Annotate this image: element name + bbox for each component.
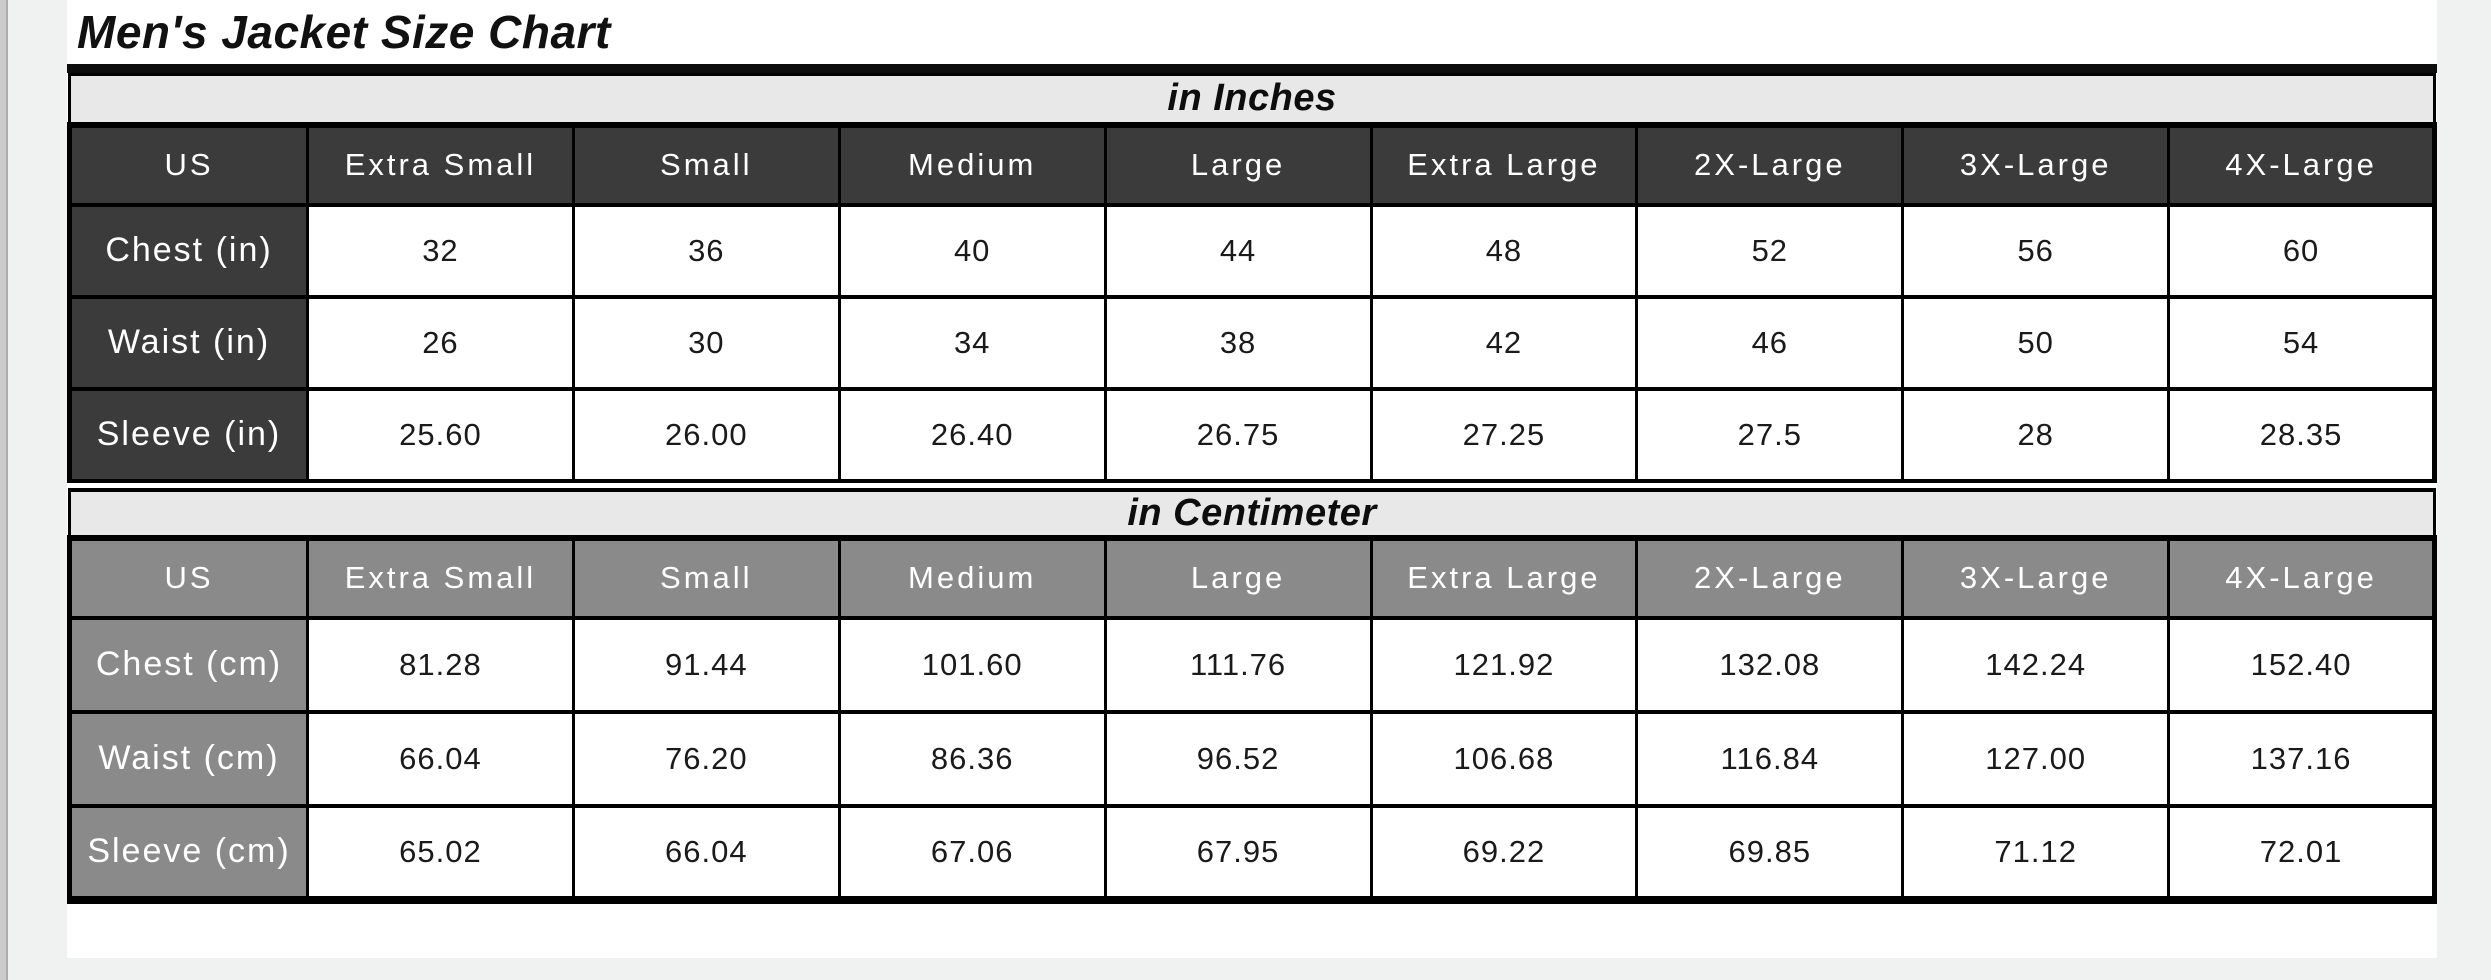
section-title-centimeter: in Centimeter [68, 487, 2436, 539]
header-cell-small: Small [571, 121, 841, 207]
header-cell-us: US [67, 534, 309, 620]
data-cell: 142.24 [1901, 615, 2171, 714]
table-row-chest-cm: Chest (cm) 81.28 91.44 101.60 111.76 121… [67, 615, 2437, 714]
data-cell: 67.95 [1103, 803, 1373, 904]
data-cell: 48 [1369, 202, 1639, 299]
centimeter-table: in Centimeter US Extra Small Small Mediu… [67, 487, 2437, 904]
data-cell: 67.06 [837, 803, 1107, 904]
header-cell-medium: Medium [837, 121, 1107, 207]
header-cell-2x-large: 2X-Large [1635, 534, 1905, 620]
header-cell-2x-large: 2X-Large [1635, 121, 1905, 207]
section-divider [67, 482, 2437, 488]
header-cell-large: Large [1103, 534, 1373, 620]
row-label: Waist (cm) [67, 709, 309, 808]
inches-header-row: US Extra Small Small Medium Large Extra … [67, 121, 2437, 207]
data-cell: 71.12 [1901, 803, 2171, 904]
row-label: Chest (cm) [67, 615, 309, 714]
data-cell: 44 [1103, 202, 1373, 299]
inches-table: in Inches US Extra Small Small Medium La… [67, 73, 2437, 483]
header-cell-extra-small: Extra Small [306, 121, 575, 207]
data-cell: 72.01 [2167, 803, 2437, 904]
row-label: Sleeve (cm) [67, 803, 309, 904]
data-cell: 27.5 [1635, 386, 1905, 483]
header-cell-3x-large: 3X-Large [1901, 534, 2171, 620]
data-cell: 26.40 [837, 386, 1107, 483]
header-cell-small: Small [571, 534, 841, 620]
data-cell: 27.25 [1369, 386, 1639, 483]
data-cell: 137.16 [2167, 709, 2437, 808]
data-cell: 116.84 [1635, 709, 1905, 808]
table-row-sleeve-cm: Sleeve (cm) 65.02 66.04 67.06 67.95 69.2… [67, 803, 2437, 904]
size-chart-sheet: Men's Jacket Size Chart in Inches US Ext… [67, 0, 2437, 958]
row-label: Chest (in) [67, 202, 309, 299]
data-cell: 91.44 [571, 615, 841, 714]
section-title-inches: in Inches [68, 73, 2436, 126]
table-row-sleeve-in: Sleeve (in) 25.60 26.00 26.40 26.75 27.2… [67, 386, 2437, 483]
cm-section-band: in Centimeter [68, 487, 2436, 539]
data-cell: 54 [2167, 294, 2437, 391]
data-cell: 106.68 [1369, 709, 1639, 808]
data-cell: 101.60 [837, 615, 1107, 714]
data-cell: 38 [1103, 294, 1373, 391]
table-row-waist-in: Waist (in) 26 30 34 38 42 46 50 54 [67, 294, 2437, 391]
data-cell: 40 [837, 202, 1107, 299]
data-cell: 66.04 [571, 803, 841, 904]
header-cell-medium: Medium [837, 534, 1107, 620]
data-cell: 132.08 [1635, 615, 1905, 714]
data-cell: 36 [571, 202, 841, 299]
data-cell: 69.22 [1369, 803, 1639, 904]
header-cell-3x-large: 3X-Large [1901, 121, 2171, 207]
cm-header-row: US Extra Small Small Medium Large Extra … [67, 534, 2437, 620]
data-cell: 86.36 [837, 709, 1107, 808]
data-cell: 26 [306, 294, 575, 391]
data-cell: 66.04 [306, 709, 575, 808]
header-cell-large: Large [1103, 121, 1373, 207]
header-cell-extra-small: Extra Small [306, 534, 575, 620]
data-cell: 69.85 [1635, 803, 1905, 904]
row-label: Sleeve (in) [67, 386, 309, 483]
data-cell: 28.35 [2167, 386, 2437, 483]
data-cell: 81.28 [306, 615, 575, 714]
data-cell: 32 [306, 202, 575, 299]
header-cell-us: US [67, 121, 309, 207]
header-cell-extra-large: Extra Large [1369, 121, 1639, 207]
inches-section-band: in Inches [68, 73, 2436, 126]
data-cell: 30 [571, 294, 841, 391]
data-cell: 26.75 [1103, 386, 1373, 483]
header-cell-extra-large: Extra Large [1369, 534, 1639, 620]
data-cell: 65.02 [306, 803, 575, 904]
data-cell: 121.92 [1369, 615, 1639, 714]
table-row-chest-in: Chest (in) 32 36 40 44 48 52 56 60 [67, 202, 2437, 299]
header-cell-4x-large: 4X-Large [2167, 121, 2437, 207]
table-row-waist-cm: Waist (cm) 66.04 76.20 86.36 96.52 106.6… [67, 709, 2437, 808]
page-title: Men's Jacket Size Chart [77, 6, 611, 58]
data-cell: 96.52 [1103, 709, 1373, 808]
data-cell: 52 [1635, 202, 1905, 299]
title-bar: Men's Jacket Size Chart [67, 0, 2437, 73]
header-cell-4x-large: 4X-Large [2167, 534, 2437, 620]
data-cell: 127.00 [1901, 709, 2171, 808]
data-cell: 28 [1901, 386, 2171, 483]
data-cell: 50 [1901, 294, 2171, 391]
data-cell: 60 [2167, 202, 2437, 299]
data-cell: 76.20 [571, 709, 841, 808]
left-window-edge [0, 0, 8, 980]
data-cell: 111.76 [1103, 615, 1373, 714]
data-cell: 46 [1635, 294, 1905, 391]
data-cell: 56 [1901, 202, 2171, 299]
data-cell: 34 [837, 294, 1107, 391]
data-cell: 152.40 [2167, 615, 2437, 714]
row-label: Waist (in) [67, 294, 309, 391]
data-cell: 26.00 [571, 386, 841, 483]
data-cell: 42 [1369, 294, 1639, 391]
data-cell: 25.60 [306, 386, 575, 483]
